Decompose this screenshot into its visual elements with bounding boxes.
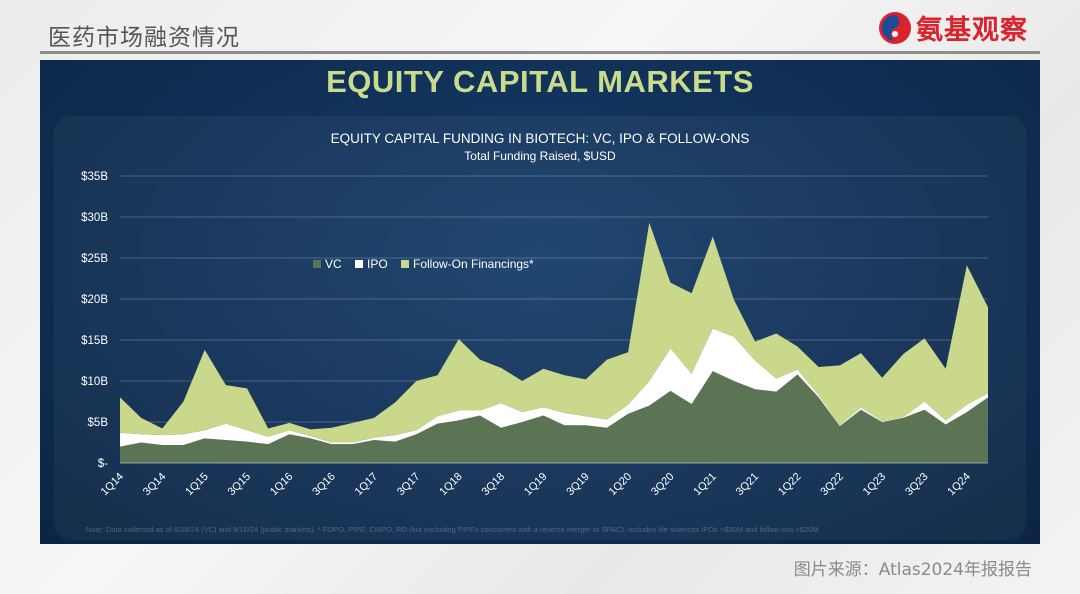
- legend-swatch: [355, 260, 363, 268]
- x-tick-label: 1Q17: [353, 471, 381, 499]
- x-tick-label: 3Q21: [734, 471, 762, 499]
- x-tick-label: 1Q24: [945, 471, 973, 499]
- slide-title: EQUITY CAPITAL MARKETS: [326, 64, 754, 99]
- y-tick-label: $5B: [88, 417, 109, 429]
- chart-title: EQUITY CAPITAL FUNDING IN BIOTECH: VC, I…: [331, 131, 750, 146]
- chart-subtitle: Total Funding Raised, $USD: [464, 149, 616, 163]
- x-tick-label: 3Q16: [310, 471, 338, 499]
- y-tick-label: $20B: [81, 294, 108, 306]
- ipo-area: [120, 328, 988, 447]
- y-tick-label: $30B: [81, 212, 108, 224]
- header-divider: [40, 51, 1040, 54]
- x-tick-label: 1Q21: [691, 471, 719, 499]
- y-tick-label: $15B: [81, 335, 108, 347]
- chart-panel: [54, 116, 1026, 540]
- y-tick-label: $35B: [81, 171, 108, 183]
- x-tick-label: 3Q18: [480, 471, 508, 499]
- legend-label: IPO: [367, 257, 388, 271]
- brand-logo-icon: [879, 11, 911, 44]
- source-caption: 图片来源：Atlas2024年报报告: [793, 560, 1032, 580]
- x-tick-label: 1Q19: [522, 471, 550, 499]
- x-tick-label: 3Q14: [141, 471, 169, 499]
- x-tick-label: 3Q17: [395, 471, 423, 499]
- chart-slide: EQUITY CAPITAL MARKETS EQUITY CAPITAL FU…: [40, 60, 1040, 544]
- page-header-title: 医药市场融资情况: [48, 25, 240, 51]
- brand-name: 氨基观察: [916, 15, 1028, 46]
- x-tick-label: 1Q15: [183, 471, 211, 499]
- legend-swatch: [313, 260, 321, 268]
- x-tick-label: 3Q23: [903, 471, 931, 499]
- chart-footnote: Note: Data collected as of 8/28/24 (VC) …: [86, 525, 819, 534]
- brand-logo: 氨基观察: [878, 8, 1028, 47]
- x-tick-label: 1Q23: [861, 471, 889, 499]
- legend-label: VC: [325, 257, 342, 271]
- x-tick-label: 3Q15: [226, 471, 254, 499]
- vc-area: [120, 371, 988, 463]
- x-tick-label: 3Q20: [649, 471, 677, 499]
- legend-label: Follow-On Financings*: [413, 257, 534, 271]
- follow-on-area: [120, 222, 988, 443]
- x-tick-label: 3Q19: [564, 471, 592, 499]
- equity-funding-chart: EQUITY CAPITAL FUNDING IN BIOTECH: VC, I…: [81, 131, 988, 534]
- y-tick-label: $10B: [81, 376, 108, 388]
- x-tick-label: 1Q22: [776, 471, 804, 499]
- x-tick-label: 1Q14: [99, 471, 127, 499]
- x-tick-label: 1Q18: [437, 471, 465, 499]
- x-tick-label: 1Q16: [268, 471, 296, 499]
- y-tick-label: $25B: [81, 253, 108, 265]
- x-tick-label: 1Q20: [607, 471, 635, 499]
- y-tick-label: $-: [98, 458, 108, 470]
- legend-swatch: [401, 260, 409, 268]
- x-tick-label: 3Q22: [818, 471, 846, 499]
